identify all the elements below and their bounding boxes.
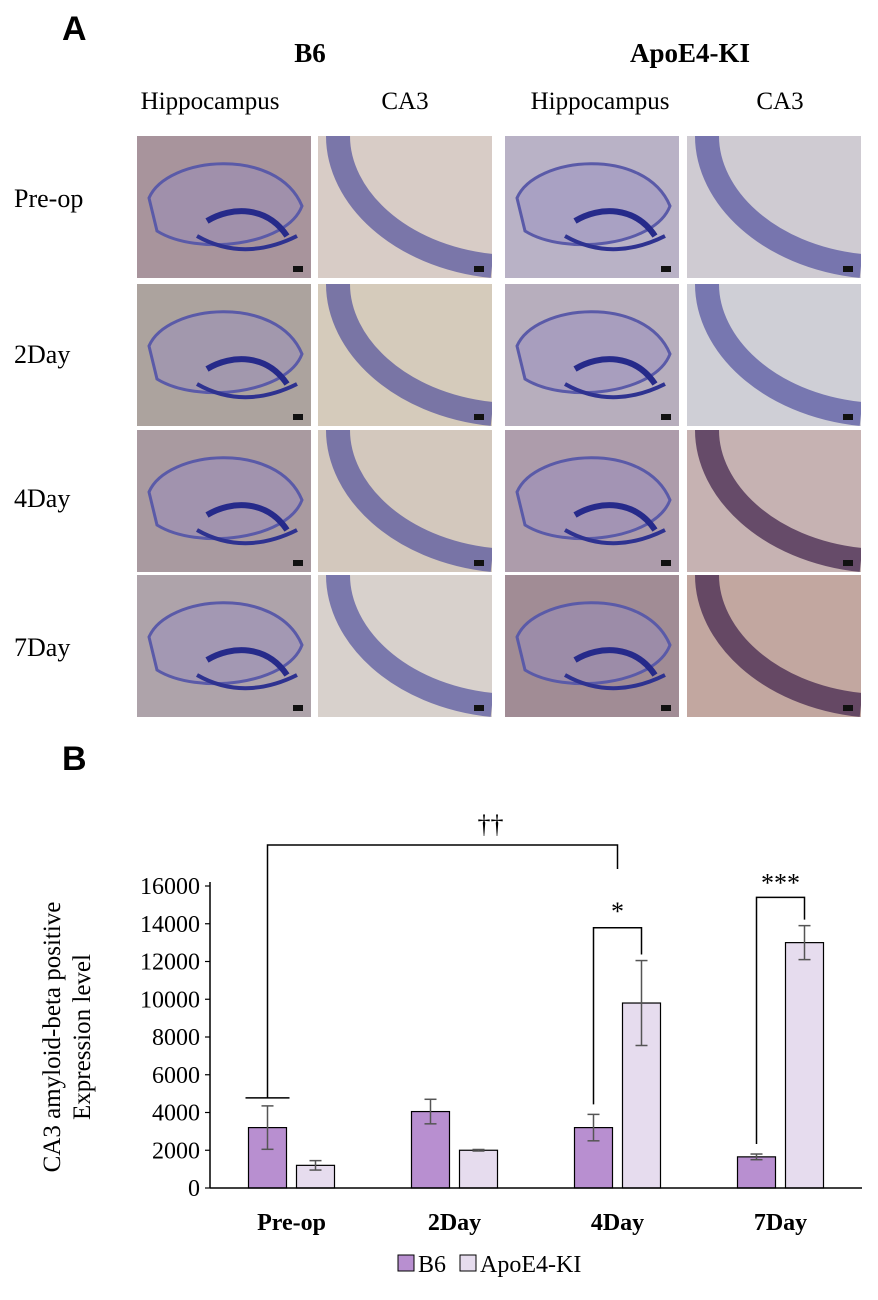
micrograph-pre-op-hippocampus-apoe4 bbox=[505, 136, 679, 278]
scale-bar bbox=[843, 414, 853, 420]
scale-bar bbox=[474, 266, 484, 272]
y-tick-label: 8000 bbox=[152, 1025, 200, 1051]
micrograph-4day-hippocampus-b6 bbox=[137, 430, 311, 572]
y-axis-label-line-1: Expression level bbox=[69, 954, 96, 1120]
col-label-hippocampus-b6: Hippocampus bbox=[140, 88, 280, 115]
group-label-b6: B6 bbox=[294, 38, 326, 68]
row-label-4day: 4Day bbox=[14, 484, 71, 513]
legend-label-b6: B6 bbox=[418, 1252, 446, 1278]
micrograph-4day-ca3-apoe4 bbox=[687, 430, 861, 572]
legend-swatch-apoe4-ki bbox=[459, 1254, 477, 1272]
micrograph-2day-hippocampus-apoe4 bbox=[505, 284, 679, 426]
y-tick-label: 10000 bbox=[140, 987, 200, 1013]
y-axis-label-line-0: CA3 amyloid-beta positive bbox=[39, 902, 66, 1173]
scale-bar bbox=[293, 560, 303, 566]
micrograph-4day-ca3-b6 bbox=[318, 430, 492, 572]
x-tick-label: 7Day bbox=[754, 1210, 807, 1236]
micrograph-pre-op-ca3-b6 bbox=[318, 136, 492, 278]
scale-bar bbox=[661, 414, 671, 420]
legend: B6 ApoE4-KI bbox=[397, 1252, 581, 1278]
bracket-dagger bbox=[266, 844, 619, 1098]
scale-bar bbox=[661, 705, 671, 711]
scale-bar bbox=[474, 705, 484, 711]
micrograph-7day-ca3-apoe4 bbox=[687, 575, 861, 717]
x-tick-label: 2Day bbox=[428, 1210, 481, 1236]
bar-chart: CA3 amyloid-beta positive Expression leve… bbox=[39, 810, 862, 1278]
micrograph-7day-hippocampus-b6 bbox=[137, 575, 311, 717]
row-label-7day: 7Day bbox=[14, 633, 71, 662]
row-label-2day: 2Day bbox=[14, 340, 71, 369]
significance-4day: * bbox=[611, 897, 624, 926]
micrograph-2day-ca3-apoe4 bbox=[687, 284, 861, 426]
y-tick-label: 16000 bbox=[140, 874, 200, 900]
micrograph-7day-ca3-b6 bbox=[318, 575, 492, 717]
bracket-7day bbox=[755, 896, 806, 1145]
scale-bar bbox=[474, 560, 484, 566]
scale-bar bbox=[474, 414, 484, 420]
col-label-ca3-apoe4: CA3 bbox=[756, 88, 804, 115]
scale-bar bbox=[293, 705, 303, 711]
x-tick-label: 4Day bbox=[591, 1210, 644, 1236]
micrograph-4day-hippocampus-apoe4 bbox=[505, 430, 679, 572]
legend-label-apoe4-ki: ApoE4-KI bbox=[480, 1252, 581, 1278]
y-tick-label: 14000 bbox=[140, 912, 200, 938]
col-label-hippocampus-apoe4: Hippocampus bbox=[530, 88, 670, 115]
micrograph-7day-hippocampus-apoe4 bbox=[505, 575, 679, 717]
legend-swatch-b6 bbox=[397, 1254, 415, 1272]
y-axis-label: CA3 amyloid-beta positive Expression leve… bbox=[39, 902, 96, 1173]
significance-7day: *** bbox=[761, 868, 800, 897]
group-label-apoe4: ApoE4-KI bbox=[629, 38, 751, 68]
y-tick-label: 4000 bbox=[152, 1101, 200, 1127]
bar-apoe4-ki-2day bbox=[458, 1149, 499, 1189]
bracket-4day bbox=[592, 927, 643, 1105]
scale-bar bbox=[293, 414, 303, 420]
y-tick-label: 2000 bbox=[152, 1138, 200, 1164]
significance-dagger: †† bbox=[478, 810, 504, 839]
panel-a-letter: A bbox=[62, 10, 87, 48]
micrograph-pre-op-hippocampus-b6 bbox=[137, 136, 311, 278]
micrograph-2day-ca3-b6 bbox=[318, 284, 492, 426]
col-label-ca3-b6: CA3 bbox=[381, 88, 429, 115]
micrograph-pre-op-ca3-apoe4 bbox=[687, 136, 861, 278]
x-tick-label: Pre-op bbox=[257, 1210, 326, 1236]
scale-bar bbox=[661, 560, 671, 566]
y-tick-label: 12000 bbox=[140, 950, 200, 976]
scale-bar bbox=[661, 266, 671, 272]
scale-bar bbox=[293, 266, 303, 272]
panel-b-letter: B bbox=[62, 740, 87, 778]
row-label-pre-op: Pre-op bbox=[14, 184, 84, 213]
scale-bar bbox=[843, 560, 853, 566]
bar-b6-7day bbox=[736, 1156, 777, 1189]
scale-bar bbox=[843, 705, 853, 711]
bar-apoe4-ki-7day bbox=[784, 942, 825, 1189]
scale-bar bbox=[843, 266, 853, 272]
micrograph-2day-hippocampus-b6 bbox=[137, 284, 311, 426]
y-tick-label: 0 bbox=[188, 1176, 200, 1202]
y-tick-label: 6000 bbox=[152, 1063, 200, 1089]
